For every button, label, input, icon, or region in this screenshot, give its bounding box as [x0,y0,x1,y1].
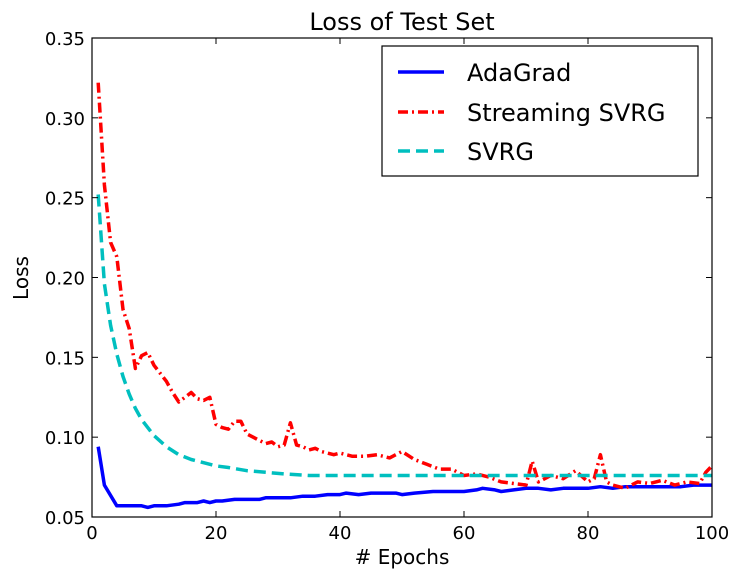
legend: AdaGrad Streaming SVRG SVRG [381,45,699,177]
x-axis-label: # Epochs [355,545,450,569]
y-tick-label: 0.20 [45,269,85,290]
series-line-adagrad [96,446,712,510]
y-tick-label: 0.15 [45,348,85,369]
y-tick-label: 0.05 [45,508,85,529]
x-tick-label: 40 [329,523,352,544]
x-tick-label: 60 [453,523,476,544]
x-tick-label: 100 [695,523,729,544]
y-axis-label: Loss [9,256,33,300]
y-tick-label: 0.35 [45,29,85,50]
y-tick-label: 0.10 [45,428,85,449]
plot-series-group [96,82,714,510]
legend-label-adagrad: AdaGrad [467,59,571,87]
x-tick-label: 20 [205,523,228,544]
legend-box [381,45,699,177]
legend-label-svrg: SVRG [467,138,534,166]
x-tick-label: 80 [577,523,600,544]
legend-label-streaming-svrg: Streaming SVRG [467,99,666,127]
chart-title: Loss of Test Set [309,8,494,36]
axis-ticks-group: 0 20 40 60 80 100 0.05 0.10 0.15 0.20 0.25 0.30 0.35 [45,29,729,544]
x-tick-label: 0 [86,523,97,544]
series-line-svrg [96,194,712,478]
y-tick-label: 0.30 [45,109,85,130]
y-tick-label: 0.25 [45,189,85,210]
